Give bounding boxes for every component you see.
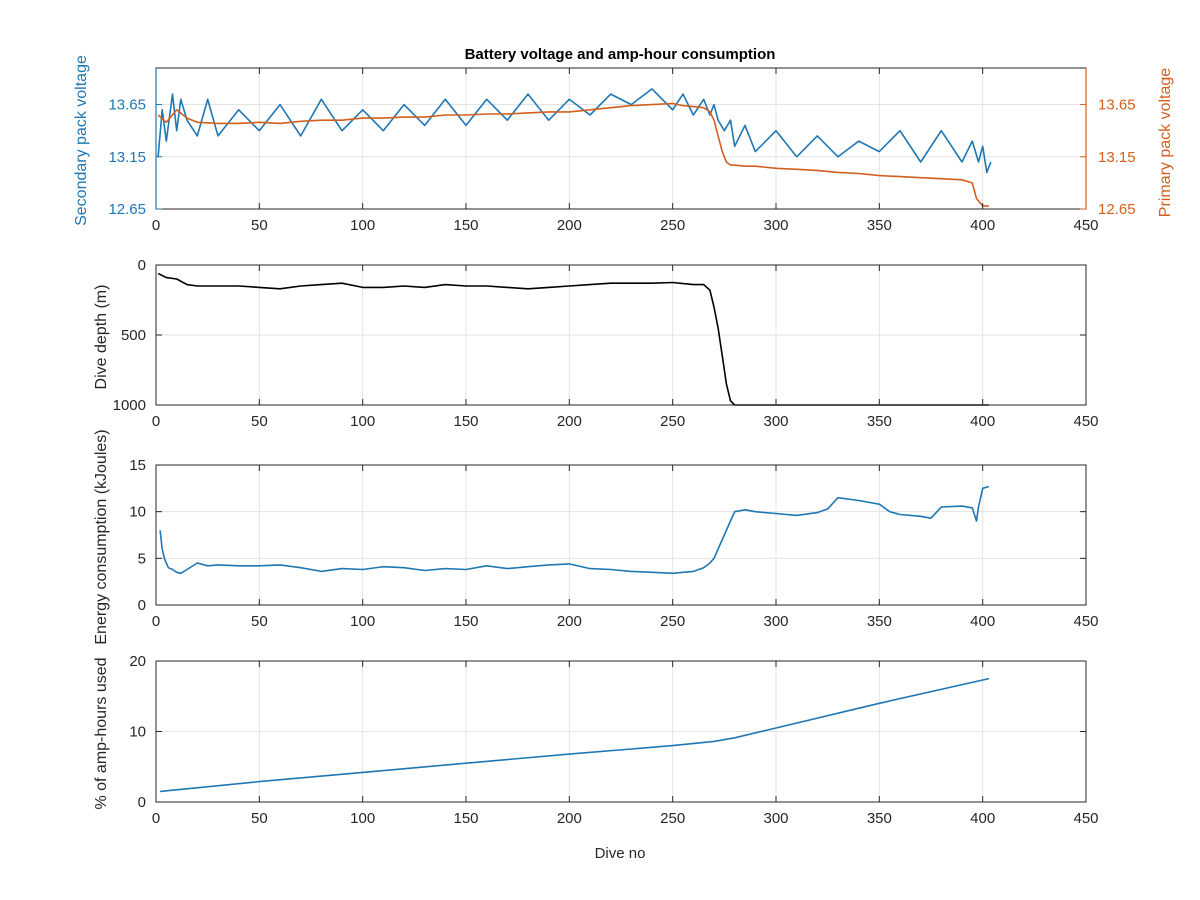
grid bbox=[155, 464, 1087, 606]
x-tick-label: 50 bbox=[251, 613, 268, 630]
series-line-right-2 bbox=[157, 102, 989, 207]
series-line-left-1 bbox=[157, 272, 989, 406]
x-axis-label: Dive no bbox=[595, 845, 646, 862]
x-tick-label: 50 bbox=[251, 217, 268, 234]
x-tick-label: 150 bbox=[453, 217, 478, 234]
y2-tick-label: 12.65 bbox=[1098, 201, 1136, 218]
x-tick-label: 350 bbox=[867, 217, 892, 234]
x-tick-label: 250 bbox=[660, 810, 685, 827]
x-tick-label: 200 bbox=[557, 810, 582, 827]
x-tick-label: 300 bbox=[763, 217, 788, 234]
grid bbox=[155, 660, 1087, 803]
x-tick-label: 450 bbox=[1073, 613, 1098, 630]
x-tick-label: 100 bbox=[350, 810, 375, 827]
y-axis-label: Energy consumption (kJoules) bbox=[93, 429, 110, 644]
x-tick-label: 350 bbox=[867, 810, 892, 827]
subplot-2: 0 50 100 150 200 250 300 350 400 450 0 500 1000Dive … bbox=[93, 257, 1099, 430]
y-tick-label: 10 bbox=[129, 504, 146, 521]
x-tick-label: 0 bbox=[152, 613, 160, 630]
x-tick-label: 150 bbox=[453, 613, 478, 630]
y-tick-label: 500 bbox=[121, 327, 146, 344]
x-tick-label: 450 bbox=[1073, 810, 1098, 827]
x-tick-label: 400 bbox=[970, 413, 995, 430]
y-axis-label: % of amp-hours used bbox=[93, 657, 110, 809]
x-tick-label: 200 bbox=[557, 413, 582, 430]
x-tick-label: 200 bbox=[557, 217, 582, 234]
x-tick-label: 100 bbox=[350, 613, 375, 630]
x-tick-label: 450 bbox=[1073, 413, 1098, 430]
subplot-1: 0 50 100 150 200 250 300 350 400 45012.6513.1513.… bbox=[73, 55, 1174, 234]
x-tick-label: 200 bbox=[557, 613, 582, 630]
x-tick-label: 100 bbox=[350, 413, 375, 430]
x-tick-label: 50 bbox=[251, 413, 268, 430]
y2-tick-label: 13.65 bbox=[1098, 97, 1136, 114]
axes-box bbox=[155, 464, 1087, 606]
y-tick-label: 10 bbox=[129, 724, 146, 741]
y-axis-label: Dive depth (m) bbox=[93, 285, 110, 390]
y-tick-label: 5 bbox=[138, 550, 146, 567]
figure-title: Battery voltage and amp-hour consumption bbox=[465, 46, 776, 63]
y-axis-label: Secondary pack voltage bbox=[73, 55, 90, 226]
x-tick-label: 350 bbox=[867, 613, 892, 630]
x-tick-label: 300 bbox=[763, 810, 788, 827]
series-line-left-1 bbox=[159, 485, 990, 575]
y-tick-label: 1000 bbox=[113, 397, 146, 414]
x-tick-label: 0 bbox=[152, 217, 160, 234]
x-tick-label: 50 bbox=[251, 810, 268, 827]
y-tick-label: 13.65 bbox=[108, 97, 146, 114]
y-tick-label: 0 bbox=[138, 257, 146, 274]
y-tick-label: 20 bbox=[129, 653, 146, 670]
y-tick-label: 0 bbox=[138, 794, 146, 811]
x-tick-label: 300 bbox=[763, 413, 788, 430]
subplot-3: 0 50 100 150 200 250 300 350 400 450 0 5 10 15 Energy … bbox=[93, 429, 1099, 644]
y-tick-label: 13.15 bbox=[108, 149, 146, 166]
series-line-left-1 bbox=[157, 88, 992, 174]
x-tick-label: 400 bbox=[970, 613, 995, 630]
y-tick-label: 0 bbox=[138, 597, 146, 614]
y2-axis-label: Primary pack voltage bbox=[1157, 68, 1174, 217]
x-tick-label: 0 bbox=[152, 413, 160, 430]
x-tick-label: 150 bbox=[453, 810, 478, 827]
x-tick-label: 450 bbox=[1073, 217, 1098, 234]
x-tick-label: 250 bbox=[660, 613, 685, 630]
x-tick-label: 400 bbox=[970, 810, 995, 827]
x-tick-label: 300 bbox=[763, 613, 788, 630]
x-tick-label: 250 bbox=[660, 217, 685, 234]
y2-tick-label: 13.15 bbox=[1098, 149, 1136, 166]
subplots: 0 50 100 150 200 250 300 350 400 45012.6513.1513.… bbox=[73, 55, 1174, 827]
x-tick-label: 250 bbox=[660, 413, 685, 430]
x-tick-label: 100 bbox=[350, 217, 375, 234]
series-line-left-1 bbox=[160, 677, 990, 793]
x-tick-label: 350 bbox=[867, 413, 892, 430]
x-tick-label: 400 bbox=[970, 217, 995, 234]
subplot-4: 0 50 100 150 200 250 300 350 400 450 0 10 20 % of amp… bbox=[93, 653, 1099, 827]
y-tick-label: 15 bbox=[129, 457, 146, 474]
x-tick-label: 0 bbox=[152, 810, 160, 827]
y-tick-label: 12.65 bbox=[108, 201, 146, 218]
x-tick-label: 150 bbox=[453, 413, 478, 430]
